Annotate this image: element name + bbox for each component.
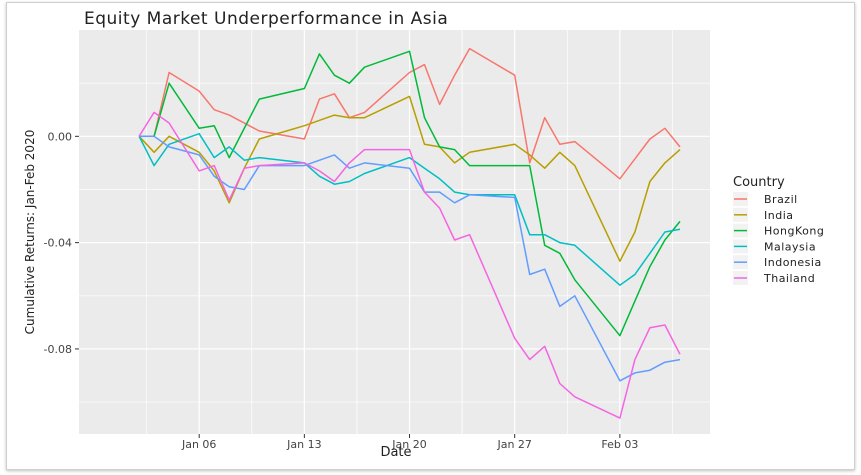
series-line-india (138, 95, 681, 262)
y-tick-label: -0.04 (44, 237, 72, 250)
legend: Country Brazil India HongKong Malaysia Indon… (733, 175, 824, 285)
x-axis-label: Date (380, 445, 411, 460)
legend-label-brazil: Brazil (764, 193, 798, 206)
y-axis: 0.00 -0.04 -0.08 (44, 130, 79, 356)
chart-title: Equity Market Underperformance in Asia (84, 9, 448, 29)
legend-label-hongkong: HongKong (764, 225, 824, 238)
x-tick-label: Jan 27 (496, 438, 531, 451)
legend-label-india: India (764, 209, 794, 222)
series-line-malaysia (138, 132, 681, 286)
x-tick-label: Jan 13 (286, 438, 321, 451)
series-line-thailand (138, 111, 681, 419)
x-tick-label: Feb 03 (601, 438, 638, 451)
series-line-hongkong (139, 50, 681, 337)
y-tick-label: -0.08 (44, 343, 72, 356)
y-axis-label: Cumulative Returns: Jan-Feb 2020 (23, 130, 37, 335)
series-lines (138, 47, 681, 419)
legend-label-malaysia: Malaysia (764, 240, 816, 253)
x-tick-label: Jan 20 (391, 438, 426, 451)
grid-lines (79, 30, 710, 434)
series-line-brazil (139, 47, 681, 180)
legend-label-indonesia: Indonesia (764, 256, 822, 269)
plot-panel (79, 30, 710, 434)
x-axis: Jan 06 Jan 13 Jan 20 Jan 27 Feb 03 (181, 434, 638, 451)
y-tick-label: 0.00 (48, 130, 73, 143)
legend-title: Country (733, 175, 785, 190)
legend-label-thailand: Thailand (763, 272, 815, 285)
x-tick-label: Jan 06 (181, 438, 216, 451)
